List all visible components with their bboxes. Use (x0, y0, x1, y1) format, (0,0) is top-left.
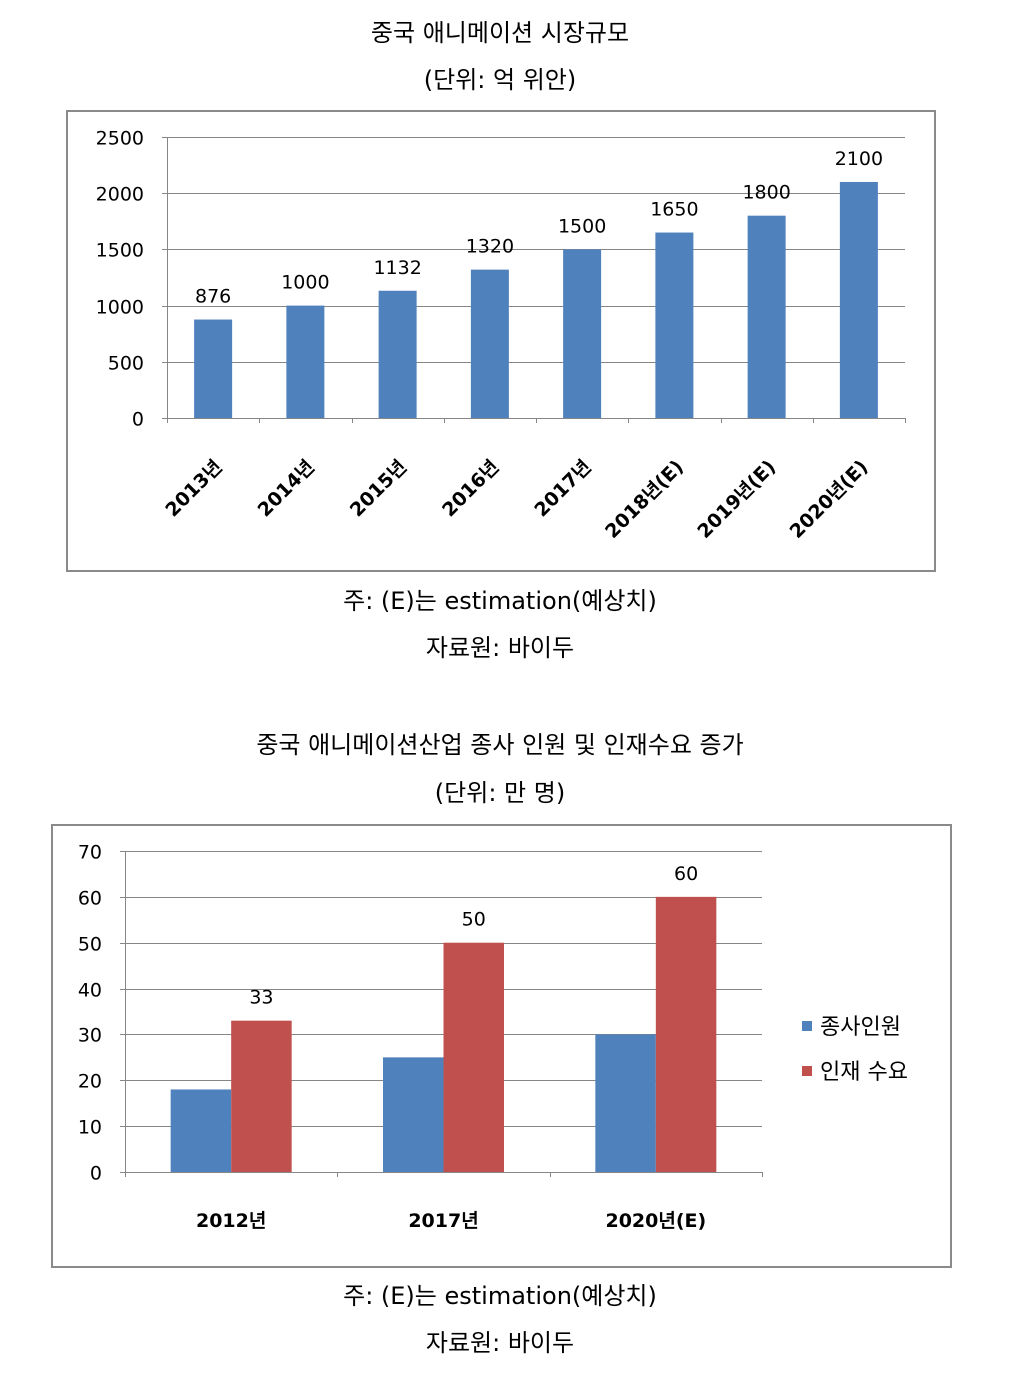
data-label: 2100 (835, 148, 883, 170)
x-tick-label: 2020년(E) (605, 1210, 706, 1232)
bar (655, 896, 717, 1172)
y-tick-label: 20 (78, 1071, 102, 1093)
bar (286, 305, 325, 418)
chart-source: 자료원: 바이두 (425, 1329, 575, 1357)
y-tick-label: 60 (78, 888, 102, 910)
bar (747, 215, 786, 418)
y-tick-label: 1500 (96, 240, 144, 262)
data-labels: 876 1000 1132 1320 1500 1650 1800 2100 (195, 148, 883, 308)
x-tick-label: 2017년 (408, 1210, 478, 1232)
y-tick-label: 500 (108, 353, 144, 375)
y-tick-label: 2500 (96, 128, 144, 150)
data-label: 1650 (650, 199, 698, 221)
data-label: 1000 (281, 272, 329, 294)
y-axis: 0 10 20 30 40 50 60 70 (78, 842, 126, 1185)
bar (194, 319, 233, 418)
bars (194, 181, 878, 418)
chart-source: 자료원: 바이두 (425, 634, 575, 662)
data-label: 1500 (558, 215, 606, 237)
chart-note: 주: (E)는 estimation(예상치) (343, 587, 657, 615)
chart-frame: 0 500 1000 1500 2000 2500 876 1000 1132 1320 1500 1… (66, 110, 936, 572)
legend-item: 인재 수요 (802, 1060, 908, 1085)
chart-unit: (단위: 억 위안) (423, 66, 577, 94)
chart-unit: (단위: 만 명) (434, 779, 566, 807)
y-tick-label: 0 (90, 1163, 102, 1185)
y-tick-label: 2000 (96, 184, 144, 206)
y-tick-label: 50 (78, 934, 102, 956)
data-label: 50 (462, 909, 486, 931)
data-label: 1132 (373, 257, 421, 279)
workforce-grouped-bar-chart: 0 10 20 30 40 50 60 70 33 50 60 2012년 2017년 2020년(E) 종… (51, 824, 952, 1268)
chart-title: 중국 애니메이션산업 종사 인원 및 인재수요 증가 (256, 731, 744, 759)
x-axis: 2012년 2017년 2020년(E) (125, 1172, 763, 1232)
y-tick-label: 30 (78, 1025, 102, 1047)
bar (655, 232, 694, 418)
data-label: 60 (674, 863, 698, 885)
bar (378, 290, 417, 418)
bars (170, 896, 717, 1172)
x-tick-label: 2012년 (196, 1210, 266, 1232)
chart-title: 중국 애니메이션 시장규모 (370, 19, 630, 47)
chart-note: 주: (E)는 estimation(예상치) (343, 1282, 657, 1310)
y-tick-label: 70 (78, 842, 102, 864)
bar (443, 942, 504, 1172)
y-tick-label: 40 (78, 980, 102, 1002)
legend-label: 인재 수요 (820, 1060, 908, 1085)
data-label: 1800 (742, 182, 790, 204)
market-size-bar-chart: 0 500 1000 1500 2000 2500 876 1000 1132 1320 1500 1… (66, 110, 936, 572)
legend-label: 종사인원 (820, 1015, 901, 1040)
y-tick-label: 0 (132, 409, 144, 431)
y-tick-label: 10 (78, 1117, 102, 1139)
bar (170, 1089, 232, 1172)
bar (470, 269, 509, 418)
data-label: 876 (195, 286, 231, 308)
y-axis: 0 500 1000 1500 2000 2500 (96, 128, 168, 431)
bar (839, 181, 878, 418)
data-labels: 33 50 60 (249, 863, 698, 1009)
bar (595, 1034, 656, 1172)
data-label: 1320 (466, 236, 514, 258)
bar (383, 1057, 444, 1172)
legend-item: 종사인원 (802, 1015, 901, 1040)
bar (231, 1020, 292, 1172)
y-tick-label: 1000 (96, 297, 144, 319)
bar (563, 249, 602, 418)
chart-frame: 0 10 20 30 40 50 60 70 33 50 60 2012년 2017년 2020년(E) 종… (51, 824, 952, 1268)
legend-swatch (802, 1066, 812, 1076)
data-label: 33 (249, 987, 273, 1009)
legend-swatch (802, 1021, 812, 1031)
